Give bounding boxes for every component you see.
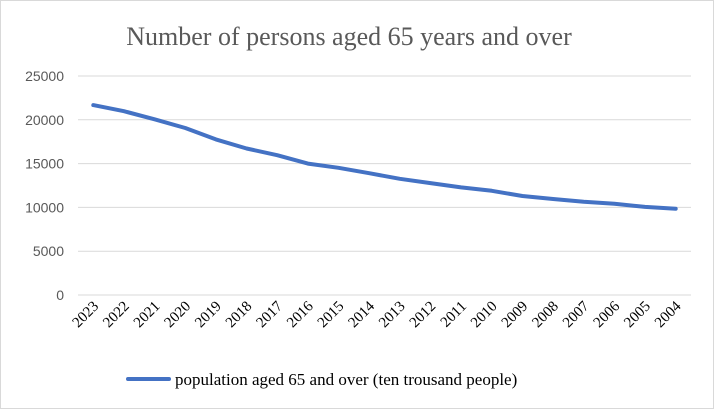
x-tick-label: 2006 — [591, 298, 624, 331]
data-point — [520, 194, 524, 198]
data-point — [367, 171, 371, 175]
data-point — [674, 207, 678, 211]
data-point — [551, 197, 555, 201]
y-tick-label: 10000 — [25, 199, 64, 215]
x-tick-label: 2023 — [70, 299, 103, 332]
x-tick-label: 2008 — [529, 299, 562, 332]
data-point — [490, 189, 494, 193]
x-tick-label: 2015 — [315, 299, 348, 332]
y-tick-label: 5000 — [33, 243, 64, 259]
data-point — [214, 137, 218, 141]
data-point — [643, 205, 647, 209]
y-tick-label: 0 — [56, 287, 64, 303]
data-point — [306, 162, 310, 166]
x-tick-label: 2012 — [407, 299, 440, 332]
data-point — [245, 146, 249, 150]
data-point — [428, 181, 432, 185]
data-point — [582, 200, 586, 204]
y-tick-label: 25000 — [25, 68, 64, 84]
legend-label: population aged 65 and over (ten trousan… — [175, 370, 517, 389]
series-line-0 — [91, 103, 678, 211]
x-tick-label: 2014 — [345, 298, 378, 331]
x-tick-label: 2016 — [284, 298, 317, 331]
data-point — [183, 126, 187, 130]
x-tick-label: 2013 — [376, 299, 409, 332]
data-point — [612, 202, 616, 206]
x-tick-label: 2019 — [192, 299, 225, 332]
y-tick-label: 15000 — [25, 156, 64, 172]
data-point — [122, 109, 126, 113]
x-tick-label: 2022 — [100, 299, 133, 332]
x-tick-label: 2010 — [468, 299, 501, 332]
data-point — [91, 103, 95, 107]
x-tick-label: 2007 — [560, 298, 593, 331]
x-tick-label: 2004 — [652, 298, 685, 331]
data-point — [337, 166, 341, 170]
data-point — [275, 153, 279, 157]
data-point — [459, 185, 463, 189]
x-tick-label: 2009 — [499, 299, 532, 332]
x-tick-label: 2018 — [223, 299, 256, 332]
x-tick-label: 2011 — [438, 299, 470, 331]
x-tick-label: 2017 — [254, 298, 287, 331]
x-tick-label: 2020 — [162, 299, 195, 332]
x-tick-label: 2005 — [621, 299, 654, 332]
x-tick-label: 2021 — [131, 299, 164, 332]
data-point — [153, 117, 157, 121]
chart-title: Number of persons aged 65 years and over — [126, 22, 572, 51]
y-tick-label: 20000 — [25, 112, 64, 128]
data-point — [398, 177, 402, 181]
legend: population aged 65 and over (ten trousan… — [126, 370, 517, 389]
